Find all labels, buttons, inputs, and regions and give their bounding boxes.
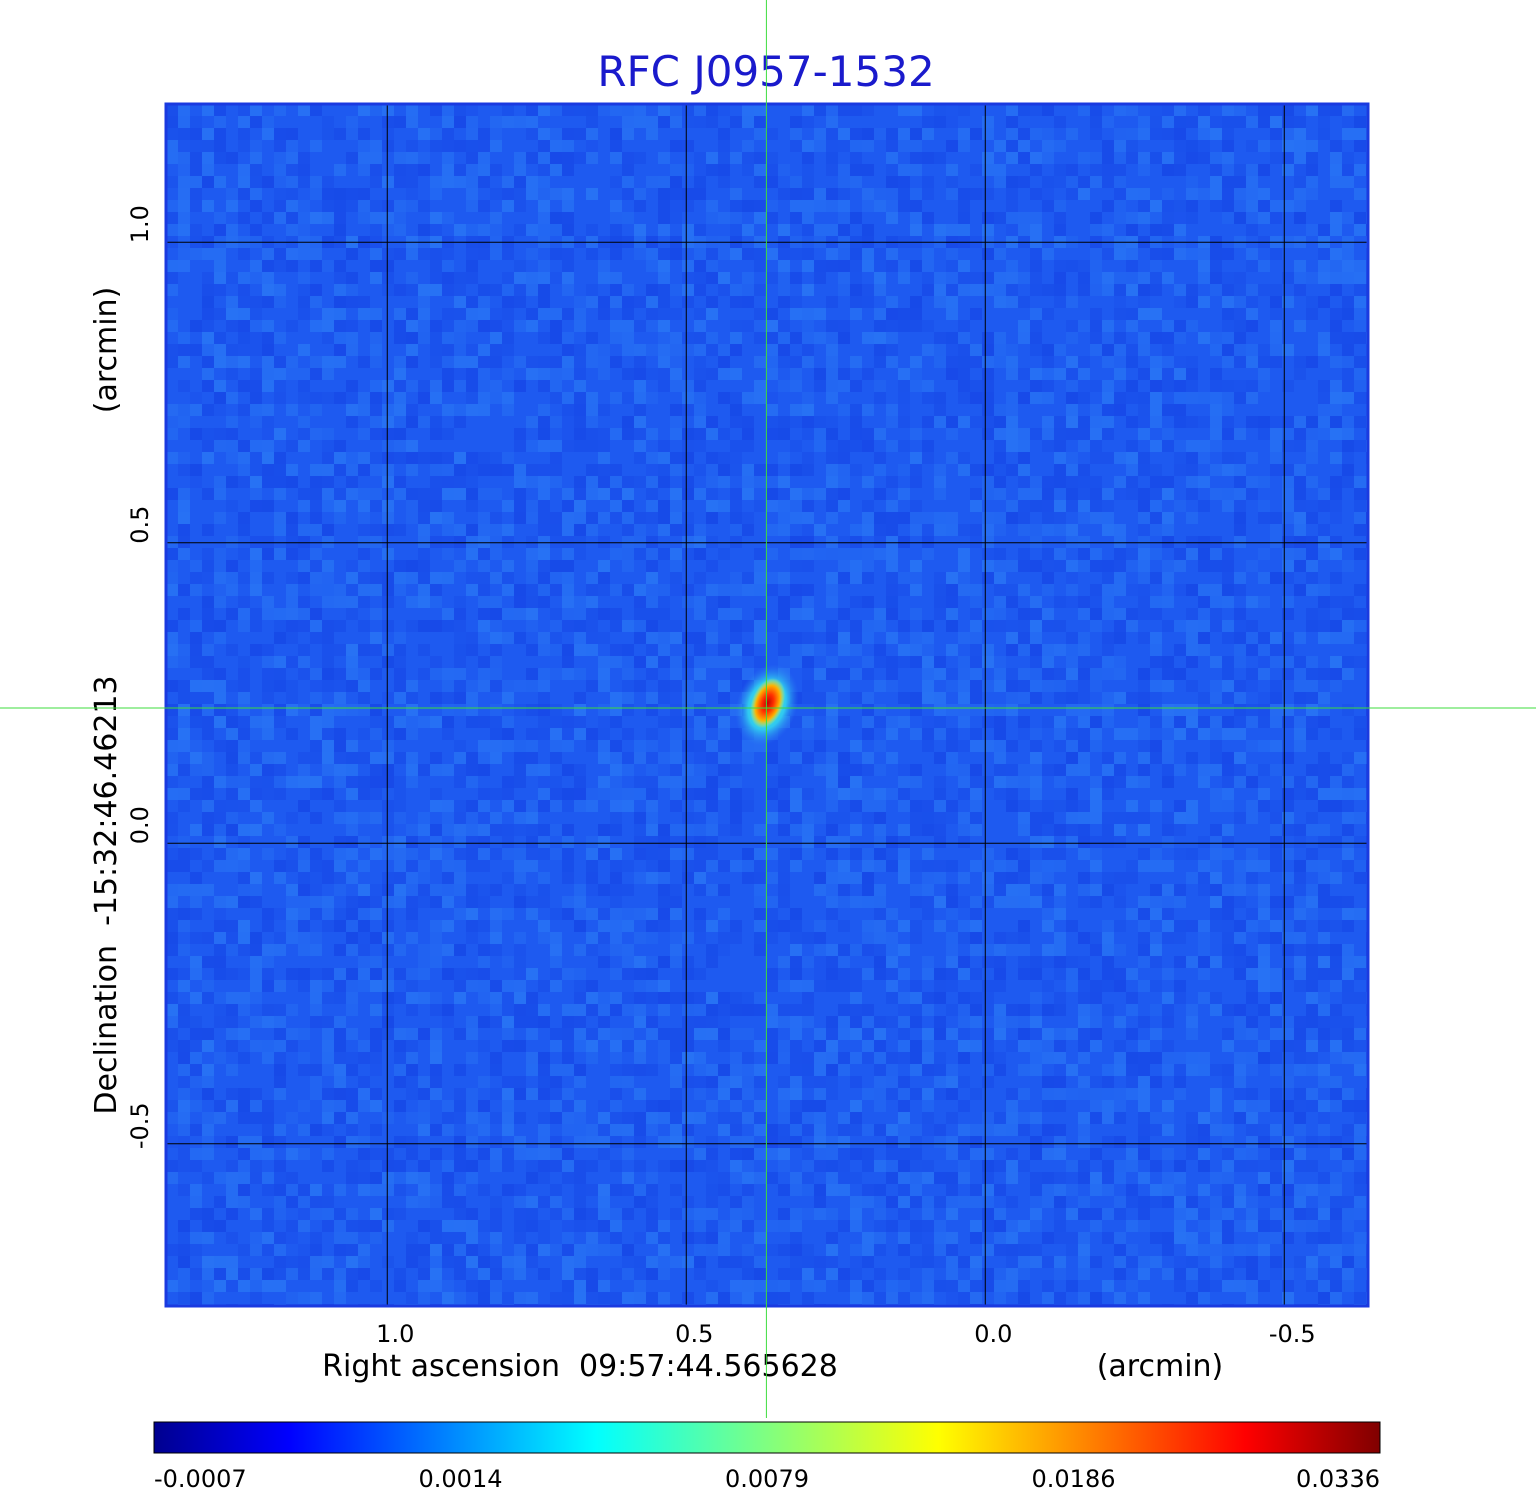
x-tick-label: 0.0 — [974, 1320, 1012, 1348]
colorbar-tick-label: 0.0014 — [419, 1465, 503, 1493]
x-axis-unit: (arcmin) — [1097, 1349, 1224, 1384]
x-axis-label: Right ascension 09:57:44.565628 — [322, 1349, 838, 1384]
x-tick-label: -0.5 — [1269, 1320, 1316, 1348]
y-axis-label: Declination -15:32:46.46213 — [89, 675, 124, 1114]
colorbar-tick-label: 0.0336 — [1296, 1465, 1380, 1493]
y-tick-label: 0.0 — [126, 806, 154, 844]
colorbar-tick-label: -0.0007 — [154, 1465, 247, 1493]
y-tick-labels: 1.0 0.5 0.0 -0.5 — [126, 205, 154, 1149]
noise-field — [166, 104, 1368, 1306]
y-tick-label: 1.0 — [126, 205, 154, 243]
source-core — [750, 678, 786, 729]
colorbar — [153, 1421, 1381, 1454]
y-tick-label: -0.5 — [126, 1102, 154, 1149]
y-axis-unit: (arcmin) — [89, 287, 124, 414]
colorbar-tick-label: 0.0186 — [1032, 1465, 1116, 1493]
colorbar-tick-label: 0.0079 — [725, 1465, 809, 1493]
x-tick-label: 1.0 — [376, 1320, 414, 1348]
plot-frame — [164, 102, 1370, 1308]
crosshair — [0, 0, 1536, 1418]
colorbar-tick-labels: -0.0007 0.0014 0.0079 0.0186 0.0336 — [154, 1465, 1380, 1493]
x-tick-label: 0.5 — [675, 1320, 713, 1348]
y-tick-label: 0.5 — [126, 506, 154, 544]
grid — [166, 104, 1368, 1306]
source-blob — [735, 664, 799, 746]
x-tick-labels: 1.0 0.5 0.0 -0.5 — [376, 1320, 1316, 1348]
